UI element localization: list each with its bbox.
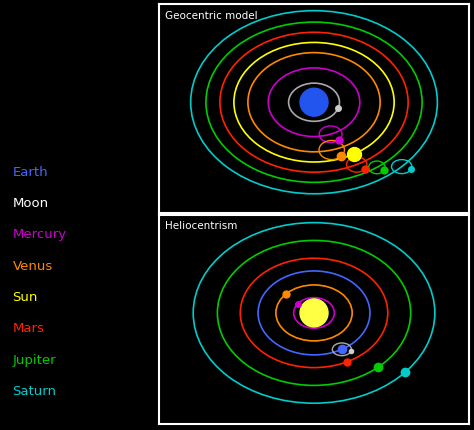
Text: Sun: Sun bbox=[12, 291, 38, 304]
Circle shape bbox=[300, 299, 328, 327]
Text: Earth: Earth bbox=[12, 166, 48, 178]
Text: Mercury: Mercury bbox=[12, 228, 67, 241]
Text: Heliocentrism: Heliocentrism bbox=[165, 221, 237, 231]
Text: Geocentric model: Geocentric model bbox=[165, 11, 258, 21]
Text: Saturn: Saturn bbox=[12, 385, 56, 398]
Text: Venus: Venus bbox=[12, 260, 53, 273]
Text: Jupiter: Jupiter bbox=[12, 354, 56, 367]
Text: Mars: Mars bbox=[12, 322, 45, 335]
Text: Moon: Moon bbox=[12, 197, 49, 210]
Circle shape bbox=[300, 88, 328, 116]
